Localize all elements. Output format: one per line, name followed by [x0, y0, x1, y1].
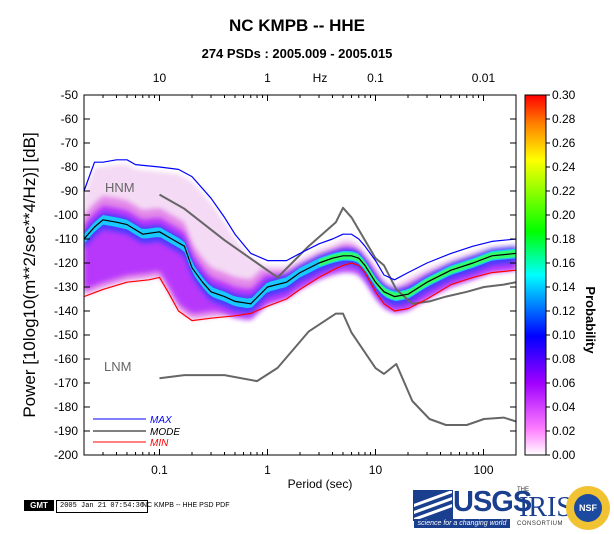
y-tick-label: -70: [61, 136, 79, 150]
top-tick-label: 10: [153, 71, 167, 85]
colorbar-tick-label: 0.08: [552, 352, 576, 366]
y-tick-label: -80: [61, 160, 79, 174]
y-tick-label: -200: [54, 448, 78, 462]
y-tick-label: -170: [54, 376, 78, 390]
colorbar-tick-label: 0.04: [552, 400, 576, 414]
colorbar-tick-label: 0.28: [552, 112, 576, 126]
legend-max-label: MAX: [150, 415, 172, 426]
y-axis-label: Power [10log10(m**2/sec**4/Hz)] [dB]: [20, 132, 39, 417]
density-peak: [319, 249, 516, 300]
colorbar-tick-label: 0.18: [552, 232, 576, 246]
y-tick-label: -190: [54, 424, 78, 438]
x-tick-label: 100: [473, 463, 493, 477]
usgs-tagline: science for a changing world: [414, 519, 510, 528]
y-tick-label: -160: [54, 352, 78, 366]
x-tick-label: 1: [264, 463, 271, 477]
y-tick-label: -150: [54, 328, 78, 342]
y-tick-label: -140: [54, 304, 78, 318]
colorbar-tick-label: 0.16: [552, 256, 576, 270]
colorbar-tick-label: 0.26: [552, 136, 576, 150]
hnm-line: [159, 193, 516, 305]
colorbar-tick-label: 0.06: [552, 376, 576, 390]
top-tick-label: 1: [264, 71, 271, 85]
colorbar-tick-label: 0.12: [552, 304, 576, 318]
lnm-label: LNM: [104, 359, 131, 374]
timestamp: 2005 Jan 21 07:54:36: [56, 500, 149, 513]
colorbar-tick-label: 0.24: [552, 160, 576, 174]
x-axis-label: Period (sec): [288, 477, 353, 491]
psd-lines: [84, 159, 516, 426]
max-line: [84, 159, 516, 281]
colorbar-tick-label: 0.22: [552, 184, 576, 198]
colorbar-tick-label: 0.10: [552, 328, 576, 342]
top-axis-label: Hz: [313, 71, 328, 85]
colorbar-tick-label: 0.14: [552, 280, 576, 294]
usgs-waves-icon: [413, 490, 453, 521]
top-tick-label: 0.01: [472, 71, 496, 85]
y-tick-label: -130: [54, 280, 78, 294]
y-tick-label: -110: [55, 232, 78, 246]
min-line: [84, 262, 516, 322]
colorbar-label: Probability: [583, 286, 598, 354]
usgs-wordmark: USGS: [453, 486, 532, 518]
colorbar-tick-label: 0.00: [552, 448, 576, 462]
iris-consortium: CONSORTIUM: [517, 521, 563, 527]
colorbar: [524, 94, 547, 456]
y-tick-label: -180: [54, 400, 78, 414]
hnm-label: HNM: [105, 180, 135, 195]
probability-density: [84, 164, 516, 321]
plot-axes: 0.1 1 10 100 10 1 0.1 0.01 -50 -60 -70 -80 -90 -100 -1…: [54, 71, 517, 477]
y-tick-label: -120: [54, 256, 78, 270]
y-tick-label: -90: [61, 184, 79, 198]
density-high: [84, 212, 516, 313]
chart-title: NC KMPB -- HHE: [229, 16, 365, 35]
iris-wordmark: IRIS: [519, 492, 572, 523]
x-tick-label: 10: [369, 463, 383, 477]
nsf-logo: NSF: [566, 486, 610, 530]
y-tick-label: -100: [54, 208, 78, 222]
top-tick-label: 0.1: [367, 71, 384, 85]
colorbar-tick-label: 0.30: [552, 88, 576, 102]
plot-caption: NC KMPB -- HHE PSD PDF: [142, 502, 230, 509]
y-tick-label: -50: [61, 88, 79, 102]
x-tick-label: 0.1: [151, 463, 168, 477]
gmt-logo: GMT: [24, 500, 54, 511]
mode-line: [84, 219, 516, 305]
chart-subtitle: 274 PSDs : 2005.009 - 2005.015: [202, 46, 393, 61]
iris-logo: THE IRIS CONSORTIUM: [516, 484, 572, 530]
legend: MAX MODE MIN: [93, 415, 180, 449]
colorbar-ticks: 0.00 0.02 0.04 0.06 0.08 0.10 0.12 0.14 0.16 0.18…: [546, 88, 576, 462]
legend-mode-label: MODE: [150, 427, 180, 438]
lnm-line: [159, 312, 516, 426]
y-tick-label: -60: [61, 112, 79, 126]
colorbar-tick-label: 0.20: [552, 208, 576, 222]
iris-the: THE: [517, 487, 529, 493]
colorbar-tick-label: 0.02: [552, 424, 576, 438]
nsf-wordmark: NSF: [574, 494, 602, 522]
legend-min-label: MIN: [150, 438, 169, 449]
usgs-logo: USGS science for a changing world: [413, 486, 532, 528]
